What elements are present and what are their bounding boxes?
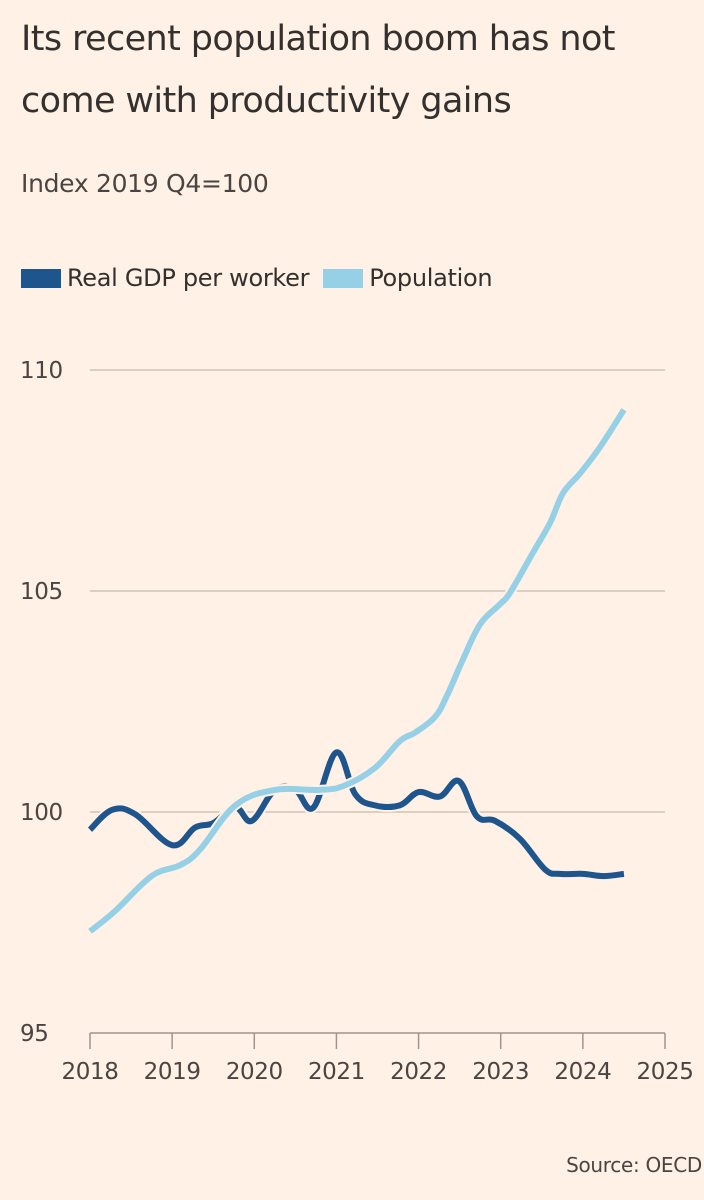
series-halo-gdp [86, 747, 625, 882]
x-tick-label: 2025 [637, 1059, 694, 1085]
x-tick-label: 2018 [62, 1059, 119, 1085]
series-halo-population [86, 407, 629, 936]
x-tick-label: 2023 [472, 1059, 529, 1085]
legend-item-population: Population [323, 264, 493, 292]
source-note: Source: OECD [566, 1153, 702, 1177]
series-lines [86, 407, 629, 936]
gridlines [90, 369, 665, 813]
y-tick-label: 110 [20, 358, 63, 384]
x-tick-label: 2019 [144, 1059, 201, 1085]
x-axis: 2018 2019 2020 2021 2022 2023 2024 2025 [62, 1032, 694, 1085]
legend: Real GDP per worker Population [21, 264, 506, 292]
x-tick-label: 2022 [390, 1059, 447, 1085]
series-line-gdp [87, 749, 625, 880]
series-line-population [88, 408, 627, 934]
legend-swatch-population [323, 268, 364, 288]
y-tick-label: 100 [20, 800, 63, 826]
legend-swatch-gdp [21, 268, 61, 288]
chart-title: Its recent population boom has not come … [21, 19, 616, 121]
x-tick-label: 2020 [226, 1059, 283, 1085]
chart-subtitle: Index 2019 Q4=100 [21, 169, 269, 198]
legend-label-gdp: Real GDP per worker [67, 264, 310, 292]
x-tick-label: 2021 [308, 1059, 365, 1085]
y-axis-labels: 95 100 105 110 [20, 358, 63, 1047]
legend-item-gdp: Real GDP per worker [21, 264, 310, 292]
y-tick-label: 95 [20, 1021, 48, 1047]
x-tick-label: 2024 [554, 1059, 611, 1085]
y-tick-label: 105 [20, 579, 63, 605]
legend-label-population: Population [369, 264, 493, 292]
